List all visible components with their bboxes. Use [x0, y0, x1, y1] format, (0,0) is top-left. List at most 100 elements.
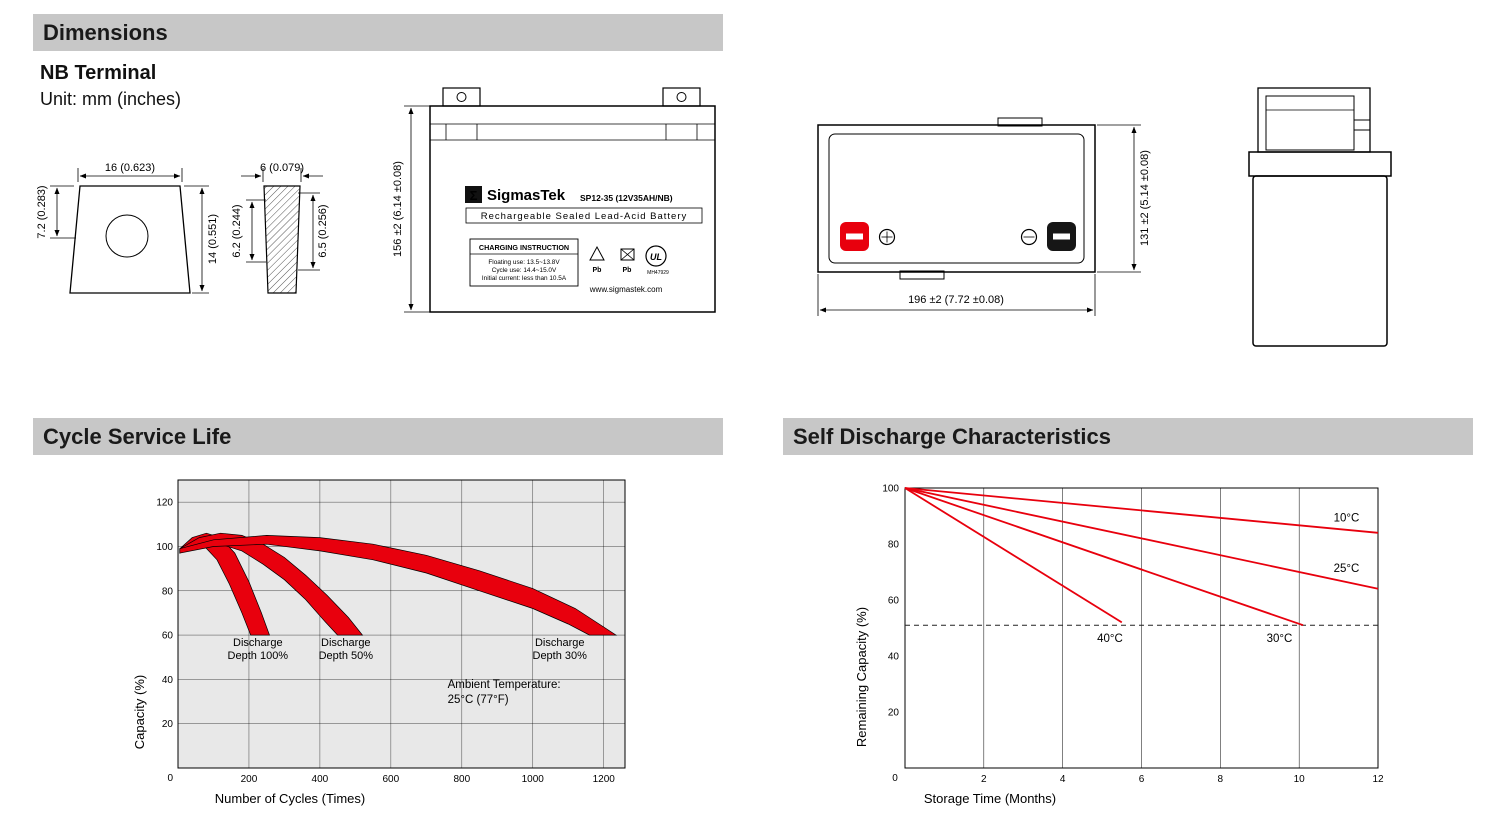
dim-terminal-side-right: 6.5 (0.256) [317, 204, 329, 257]
section-header-dimensions: Dimensions [33, 14, 723, 51]
cycle-ytick-label: 120 [156, 498, 173, 509]
self-line-label-10°C: 10°C [1334, 513, 1360, 525]
recycle-pb-icon: Pb [589, 245, 605, 274]
self-ytick-label: 20 [888, 708, 900, 719]
cycle-xtick-label: 400 [312, 774, 329, 785]
self-xtick-label: 6 [1139, 774, 1145, 785]
self-discharge-chart: 2 4 6 8 10 12 20 40 60 80 100 0 10°C 25°C 30°C 40°C Stor… [854, 484, 1384, 807]
self-line-label-30°C: 30°C [1267, 633, 1293, 645]
dimensions-title: Dimensions [43, 19, 168, 45]
type-line-box [465, 207, 703, 224]
charging-title: CHARGING INSTRUCTION [479, 243, 569, 252]
cycle-ytick-label: 100 [156, 542, 173, 553]
side-terminal-blade [1353, 119, 1371, 131]
sigmastek-logo-icon [465, 186, 482, 203]
self-line-30°C [904, 487, 1304, 627]
battery-type-line: Rechargeable Sealed Lead-Acid Battery [481, 211, 688, 222]
terminal-side-dim-left: 6.2 (0.244) [231, 199, 266, 263]
terminal-side-dim-right: 6.5 (0.256) [298, 192, 329, 271]
side-body [1252, 175, 1388, 347]
dim-terminal-right: 14 (0.551) [207, 214, 219, 264]
top-view-tab-top [997, 117, 1043, 127]
self-origin-label: 0 [892, 773, 898, 784]
self-line-label-40°C: 40°C [1097, 633, 1123, 645]
negative-terminal-red [840, 222, 869, 251]
cycle-title: Cycle Service Life [43, 423, 232, 449]
front-dim-height: 156 ±2 (6.14 ±0.08) [392, 105, 430, 313]
cycle-xtick-label: 800 [453, 774, 470, 785]
cycle-band-label-0: Depth 100% [228, 650, 289, 662]
model-number: SP12-35 (12V35AH/NB) [580, 193, 673, 203]
terminal-side-section [263, 185, 301, 294]
self-ytick-label: 60 [888, 596, 900, 607]
self-line-10°C [904, 487, 1379, 534]
top-view-tab-bottom [899, 270, 945, 280]
cycle-xtick-label: 1200 [593, 774, 616, 785]
battery-front-body [429, 105, 716, 313]
terminal-black [1047, 222, 1076, 251]
dim-terminal-side-left: 6.2 (0.244) [231, 204, 243, 257]
dim-terminal-left: 7.2 (0.283) [36, 185, 48, 238]
logo-sigma-glyph: Σ [470, 188, 478, 203]
charging-line-2: Cycle use: 14.4~15.0V [492, 267, 557, 274]
self-line-40°C [904, 487, 1123, 624]
dim-front-height: 156 ±2 (6.14 ±0.08) [392, 161, 404, 257]
self-xtick-label: 12 [1372, 774, 1384, 785]
side-top-block [1257, 87, 1371, 153]
charging-line-1: Floating use: 13.5~13.8V [488, 259, 560, 266]
website-text: www.sigmastek.com [589, 285, 663, 294]
cycle-ytick-label: 80 [162, 586, 174, 597]
dim-terminal-width: 16 (0.623) [105, 162, 155, 174]
terminal-front-hole [105, 214, 149, 258]
self-ytick-label: 100 [882, 484, 899, 495]
ul-mark-icon: UL MH47929 [645, 245, 669, 276]
terminal-front-drawing: 16 (0.623) 7.2 (0.283) 14 (0.551) [36, 162, 219, 294]
top-dim-width: 196 ±2 (7.72 ±0.08) [817, 274, 1096, 316]
section-header-cycle-service-life: Cycle Service Life [33, 418, 723, 455]
terminal-front-dim-left: 7.2 (0.283) [36, 185, 76, 239]
cycle-band-label-2: Depth 30% [533, 650, 588, 662]
section-header-self-discharge: Self Discharge Characteristics [783, 418, 1473, 455]
cycle-service-life-chart: 200 400 600 800 1000 1200204060801001200Disch… [132, 479, 626, 806]
self-xtick-label: 4 [1060, 774, 1066, 785]
self-plot-border [904, 487, 1379, 769]
top-view-outer [817, 124, 1096, 273]
pb-label-2: Pb [623, 267, 632, 274]
battery-label: Σ SigmasTek SP12-35 (12V35AH/NB) Recharg… [465, 186, 703, 224]
ambient-temperature-note: Ambient Temperature: [448, 679, 561, 691]
top-view-inner [828, 133, 1085, 264]
battery-front-lid-seams [430, 123, 715, 141]
battery-side-drawing [1248, 87, 1392, 347]
cycle-ytick-label: 40 [162, 675, 174, 686]
ul-label: UL [650, 252, 662, 262]
charging-instruction-box: CHARGING INSTRUCTION Floating use: 13.5~… [469, 238, 579, 287]
nb-terminal-title: NB Terminal [40, 62, 157, 84]
top-dim-height: 131 ±2 (5.14 ±0.08) [1097, 124, 1151, 273]
crossed-bin-pb-icon: Pb [620, 248, 635, 274]
self-xaxis-label: Storage Time (Months) [924, 791, 1056, 806]
dim-top-height: 131 ±2 (5.14 ±0.08) [1139, 150, 1151, 246]
cycle-xtick-label: 200 [241, 774, 258, 785]
cycle-xtick-label: 600 [383, 774, 400, 785]
terminal-front-dim-right: 14 (0.551) [184, 185, 219, 294]
side-top-block-inner [1265, 95, 1355, 151]
unit-note: Unit: mm (inches) [40, 89, 182, 109]
cycle-band-label-1: Depth 50% [319, 650, 374, 662]
terminal-side-drawing: 6 (0.079) 6.2 (0.244) 6.5 (0.256) [231, 162, 329, 294]
plus-polarity-icon [878, 228, 896, 246]
cycle-band-label-0: Discharge [233, 637, 283, 649]
cycle-xtick-label: 1000 [522, 774, 545, 785]
cycle-ytick-label: 20 [162, 719, 174, 730]
battery-top-drawing: 196 ±2 (7.72 ±0.08) 131 ±2 (5.14 ±0.08) [817, 117, 1151, 316]
ul-code: MH47929 [647, 270, 669, 276]
cycle-origin-label: 0 [167, 773, 173, 784]
cycle-ytick-label: 60 [162, 631, 174, 642]
self-line-25°C [904, 487, 1379, 590]
cycle-xaxis-label: Number of Cycles (Times) [215, 791, 365, 806]
battery-front-drawing: Σ SigmasTek SP12-35 (12V35AH/NB) Recharg… [392, 87, 716, 313]
self-ytick-label: 40 [888, 652, 900, 663]
brand-name: SigmasTek [487, 187, 566, 204]
pb-label-1: Pb [593, 267, 602, 274]
self-discharge-title: Self Discharge Characteristics [793, 423, 1111, 449]
